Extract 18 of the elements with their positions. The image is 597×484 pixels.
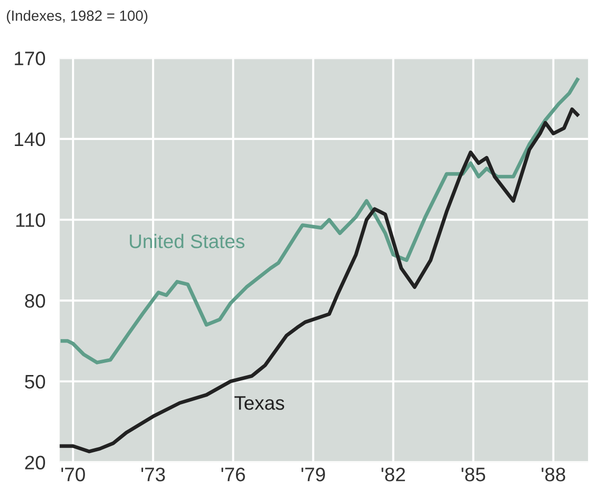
line-series (60, 78, 580, 364)
series-label: United States (130, 234, 244, 248)
x-tick-label: '73 (141, 468, 165, 482)
x-tick-label: '79 (302, 468, 325, 482)
series-label: Texas (234, 396, 284, 410)
x-tick-label: '82 (382, 468, 405, 482)
line-series (60, 107, 580, 454)
y-tick-label: 110 (16, 213, 46, 227)
x-tick-label: '70 (61, 468, 85, 482)
y-tick-label: 140 (14, 132, 46, 146)
x-tick-label: '85 (462, 468, 486, 482)
y-tick-label: 170 (14, 52, 46, 66)
x-tick-label: '76 (221, 468, 245, 482)
y-tick-label: 80 (25, 294, 46, 308)
x-tick-label: '88 (542, 468, 566, 482)
y-tick-label: 20 (25, 456, 46, 470)
y-axis-title: (Indexes, 1982 = 100) (6, 10, 148, 24)
y-tick-label: 50 (24, 374, 46, 389)
